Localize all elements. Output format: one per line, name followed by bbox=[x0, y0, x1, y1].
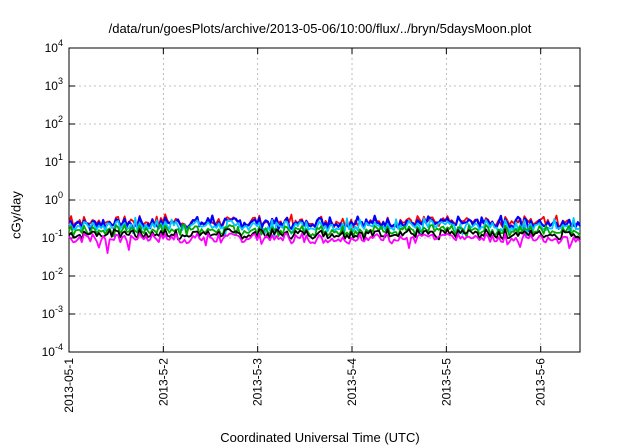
x-tick-label: 2013-05-1 bbox=[62, 358, 76, 413]
series-line bbox=[68, 216, 581, 238]
x-axis-label: Coordinated Universal Time (UTC) bbox=[220, 430, 420, 445]
y-tick-label: 101 bbox=[45, 152, 63, 169]
y-tick-label: 102 bbox=[45, 114, 63, 131]
chart-title: /data/run/goesPlots/archive/2013-05-06/1… bbox=[108, 21, 532, 36]
series-line bbox=[68, 214, 581, 234]
y-tick-label: 10-4 bbox=[42, 342, 63, 359]
y-tick-label: 103 bbox=[45, 76, 63, 93]
x-tick-label: 2013-5-3 bbox=[251, 358, 265, 406]
plot-frame bbox=[68, 47, 581, 353]
y-tick-label: 100 bbox=[45, 190, 63, 207]
x-tick-label: 2013-5-6 bbox=[534, 358, 548, 406]
y-tick-label: 10-3 bbox=[42, 304, 63, 321]
x-tick-label: 2013-5-5 bbox=[439, 358, 453, 406]
y-tick-label: 10-2 bbox=[42, 266, 63, 283]
x-tick-label: 2013-5-2 bbox=[156, 358, 170, 406]
x-tick-label: 2013-5-4 bbox=[345, 358, 359, 406]
series-line bbox=[68, 232, 581, 255]
y-tick-label: 10-1 bbox=[42, 228, 63, 245]
y-tick-label: 104 bbox=[45, 38, 63, 55]
